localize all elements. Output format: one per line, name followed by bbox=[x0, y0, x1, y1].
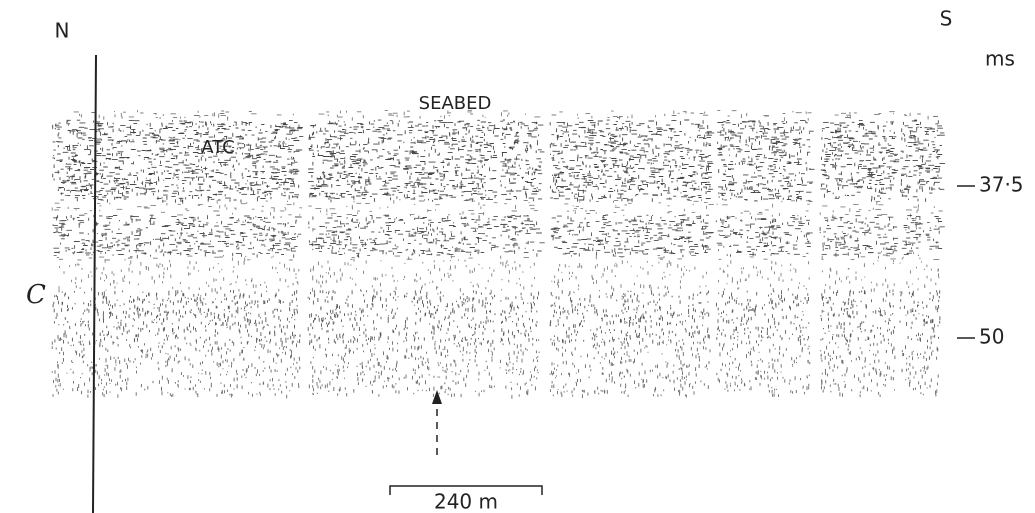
depth-tick-label: 37·5 bbox=[979, 173, 1024, 197]
c-label: C bbox=[26, 280, 46, 310]
background bbox=[0, 0, 1035, 513]
atc-label: ATC bbox=[201, 137, 234, 158]
south-label: S bbox=[940, 7, 953, 31]
scale-label: 240 m bbox=[434, 490, 498, 513]
seismic-figure: N S ms SEABED ATC C 37·5 50 240 m bbox=[0, 0, 1035, 513]
unit-label: ms bbox=[985, 47, 1015, 71]
north-label: N bbox=[55, 19, 70, 43]
depth-tick-label: 50 bbox=[979, 325, 1004, 349]
seabed-label: SEABED bbox=[419, 93, 492, 114]
